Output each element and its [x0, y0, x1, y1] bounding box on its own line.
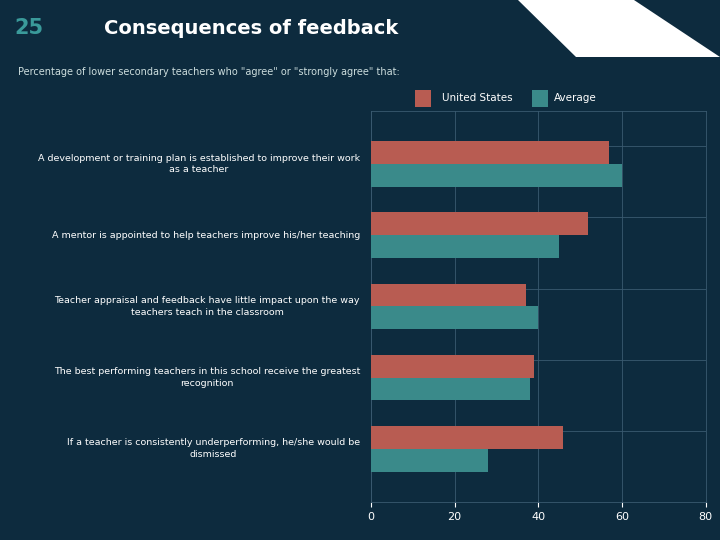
Text: If a teacher is consistently underperforming, he/she would be
dismissed: If a teacher is consistently underperfor…	[67, 438, 360, 459]
Bar	[371, 284, 526, 307]
Polygon shape	[634, 0, 720, 57]
Bar	[371, 355, 534, 377]
Polygon shape	[61, 0, 83, 57]
Text: 25: 25	[14, 18, 43, 38]
Text: A mentor is appointed to help teachers improve his/her teaching: A mentor is appointed to help teachers i…	[52, 231, 360, 240]
Text: Consequences of feedback: Consequences of feedback	[104, 19, 399, 38]
Text: Average: Average	[554, 93, 597, 103]
Bar	[415, 90, 431, 107]
Bar	[371, 377, 530, 401]
Bar	[371, 426, 563, 449]
Text: Teacher appraisal and feedback have little impact upon the way
teachers teach in: Teacher appraisal and feedback have litt…	[55, 296, 360, 317]
Bar	[532, 90, 549, 107]
Text: United States: United States	[441, 93, 512, 103]
Bar	[0, 0, 61, 57]
Bar	[371, 307, 539, 329]
Bar	[371, 141, 609, 164]
Text: A development or training plan is established to improve their work
as a teacher: A development or training plan is establ…	[38, 154, 360, 174]
Polygon shape	[518, 0, 720, 57]
Text: Percentage of lower secondary teachers who "agree" or "strongly agree" that:: Percentage of lower secondary teachers w…	[18, 66, 400, 77]
Bar	[371, 449, 488, 471]
Text: The best performing teachers in this school receive the greatest
recognition: The best performing teachers in this sch…	[54, 367, 360, 388]
Bar	[371, 164, 622, 187]
Bar	[371, 213, 588, 235]
Bar	[371, 235, 559, 258]
